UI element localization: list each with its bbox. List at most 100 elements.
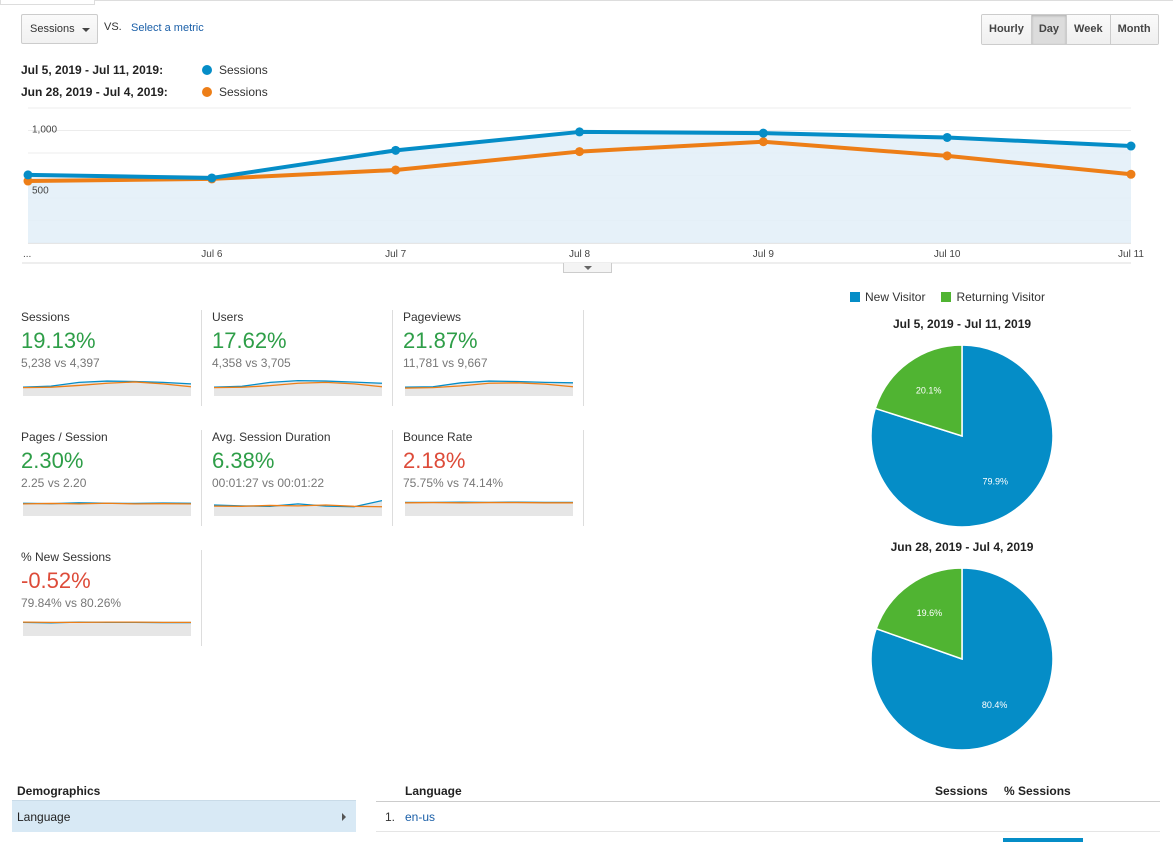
pie-legend-returning: Returning Visitor <box>941 290 1045 304</box>
sparkline-current <box>214 379 382 388</box>
series-area <box>28 131 1131 243</box>
pie-slice-returning-visitor[interactable] <box>874 344 963 438</box>
tile-label: Bounce Rate <box>403 430 473 444</box>
metric-tile[interactable]: Sessions 19.13% 5,238 vs 4,397 <box>21 310 201 406</box>
pie-legend-new: New Visitor <box>850 290 925 304</box>
data-point[interactable] <box>758 128 768 138</box>
x-tick-label: Jul 7 <box>385 249 407 260</box>
chevron-down-icon <box>584 266 592 270</box>
demographics-item-language[interactable]: Language <box>12 800 356 832</box>
pie-label-returning: 19.6% <box>917 608 943 618</box>
data-point[interactable] <box>575 127 584 137</box>
tile-comparison: 75.75% vs 74.14% <box>403 476 504 490</box>
tile-percent-change: 2.30% <box>21 448 84 473</box>
metric-dropdown[interactable]: Sessions <box>21 14 98 44</box>
sparkline <box>23 502 191 516</box>
data-point[interactable] <box>942 132 952 142</box>
sparkline-current <box>23 380 191 388</box>
vs-label: VS. <box>104 21 122 33</box>
pie-legend: New Visitor Returning Visitor <box>850 290 1045 304</box>
sessions-line-chart: 1,000 500... Jul 6 Jul 7 Jul 8 Jul 9 Jul 10 Jul… <box>0 100 1173 275</box>
legend-series: Sessions <box>219 63 268 77</box>
x-tick-label: Jul 6 <box>201 249 223 260</box>
tile-comparison: 5,238 vs 4,397 <box>21 356 100 370</box>
data-point[interactable] <box>942 151 952 161</box>
metric-tile[interactable]: Avg. Session Duration 6.38% 00:01:27 vs 00… <box>212 430 392 526</box>
y-tick-label: 500 <box>32 186 49 197</box>
sparkline-area <box>405 381 573 396</box>
sparkline <box>214 499 382 516</box>
day-button[interactable]: Day <box>1031 15 1068 44</box>
tile-comparison: 4,358 vs 3,705 <box>212 356 291 370</box>
x-tick-label: Jul 8 <box>569 249 591 260</box>
data-point[interactable] <box>23 170 33 180</box>
select-metric-link[interactable]: Select a metric <box>131 22 204 34</box>
sparkline-current <box>405 380 573 388</box>
active-tab-stub <box>0 0 95 5</box>
table-row: 1. en-us <box>376 804 1160 832</box>
x-tick-label: Jul 10 <box>934 249 961 260</box>
tile-percent-change: 17.62% <box>212 328 287 353</box>
top-border <box>0 0 1173 5</box>
sparkline-previous <box>23 381 191 389</box>
col-sessions[interactable]: Sessions <box>935 784 988 798</box>
data-point[interactable] <box>758 137 768 147</box>
tile-percent-change: 19.13% <box>21 328 96 353</box>
tile-percent-change: 6.38% <box>212 448 275 473</box>
tile-divider <box>583 430 584 526</box>
data-point[interactable] <box>391 145 401 155</box>
tile-label: Users <box>212 310 244 324</box>
col-language: Language <box>405 784 462 798</box>
sparkline-area <box>23 622 191 636</box>
legend-dot <box>202 65 212 75</box>
pie-chart-previous: 19.6% 80.4% <box>870 567 1054 751</box>
language-link[interactable]: en-us <box>405 810 436 824</box>
tile-comparison: 11,781 vs 9,667 <box>403 356 488 370</box>
tile-comparison: 79.84% vs 80.26% <box>21 596 122 610</box>
sparkline-previous <box>214 381 382 389</box>
sparkline <box>405 380 573 396</box>
metric-tile[interactable]: Pageviews 21.87% 11,781 vs 9,667 <box>403 310 583 406</box>
pie-title: Jun 28, 2019 - Jul 4, 2019 <box>890 540 1034 554</box>
hourly-button[interactable]: Hourly <box>982 15 1032 44</box>
legend-range: Jun 28, 2019 - Jul 4, 2019: <box>21 85 168 99</box>
data-point[interactable] <box>207 173 217 183</box>
legend-range: Jul 5, 2019 - Jul 11, 2019: <box>21 63 164 77</box>
table-header: Language Sessions % Sessions <box>376 784 1160 802</box>
metric-tile[interactable]: Users 17.62% 4,358 vs 3,705 <box>212 310 392 406</box>
col-pct-sessions[interactable]: % Sessions <box>1004 784 1071 798</box>
x-tick-label: Jul 11 <box>1118 249 1144 260</box>
tile-divider <box>201 550 202 646</box>
data-point[interactable] <box>391 165 401 175</box>
data-point[interactable] <box>1126 169 1136 179</box>
pie-chart-current: 20.1% 79.9% <box>870 344 1054 528</box>
sparkline <box>214 379 382 396</box>
metric-tile[interactable]: Pages / Session 2.30% 2.25 vs 2.20 <box>21 430 201 526</box>
tile-divider <box>392 310 393 406</box>
demographics-item-label: Language <box>17 810 71 824</box>
week-button[interactable]: Week <box>1067 15 1111 44</box>
metric-tile[interactable]: Bounce Rate 2.18% 75.75% vs 74.14% <box>403 430 583 526</box>
legend-dot <box>202 87 212 97</box>
pie-title: Jul 5, 2019 - Jul 11, 2019 <box>892 317 1032 331</box>
line-chart-svg: 1,000 500... Jul 6 Jul 7 Jul 8 Jul 9 Jul 10 Jul… <box>22 107 1144 264</box>
sparkline <box>23 380 191 396</box>
pie-slice-returning-visitor[interactable] <box>875 567 963 661</box>
month-button[interactable]: Month <box>1110 15 1158 44</box>
data-point[interactable] <box>575 147 584 157</box>
tile-label: Pageviews <box>403 310 462 324</box>
tile-percent-change: 21.87% <box>403 328 478 353</box>
sparkline <box>405 501 573 516</box>
demographics-section: Demographics Language Language Sessions … <box>0 780 1173 842</box>
tile-divider <box>583 310 584 406</box>
x-tick-label: Jul 9 <box>753 249 775 260</box>
pie-label-new: 80.4% <box>982 700 1008 710</box>
sparkline-area <box>23 502 191 516</box>
metric-tile[interactable]: % New Sessions -0.52% 79.84% vs 80.26% <box>21 550 201 646</box>
sparkline-previous <box>405 382 573 389</box>
y-tick-label: 1,000 <box>32 124 57 135</box>
chart-collapse-toggle[interactable] <box>563 263 612 273</box>
tile-comparison: 2.25 vs 2.20 <box>21 476 87 490</box>
data-point[interactable] <box>1126 141 1136 151</box>
tile-label: % New Sessions <box>21 550 112 564</box>
